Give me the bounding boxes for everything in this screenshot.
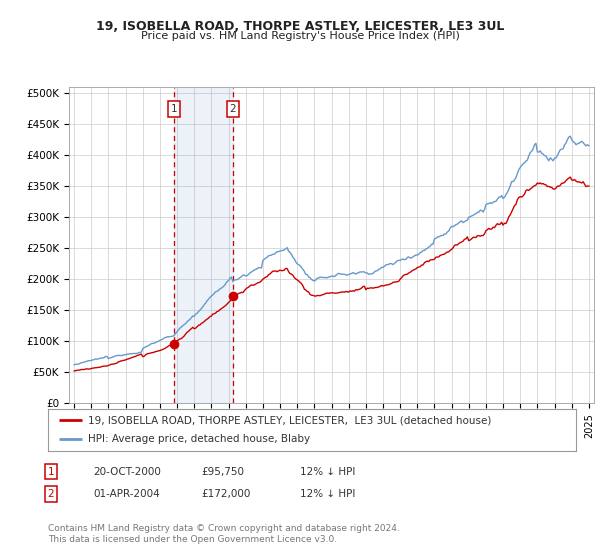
Text: 19, ISOBELLA ROAD, THORPE ASTLEY, LEICESTER, LE3 3UL: 19, ISOBELLA ROAD, THORPE ASTLEY, LEICES… xyxy=(96,20,504,32)
Text: 2: 2 xyxy=(47,489,55,499)
Text: 12% ↓ HPI: 12% ↓ HPI xyxy=(300,489,355,499)
Text: Price paid vs. HM Land Registry's House Price Index (HPI): Price paid vs. HM Land Registry's House … xyxy=(140,31,460,41)
Text: 1: 1 xyxy=(170,104,177,114)
Text: 12% ↓ HPI: 12% ↓ HPI xyxy=(300,466,355,477)
Text: Contains HM Land Registry data © Crown copyright and database right 2024.
This d: Contains HM Land Registry data © Crown c… xyxy=(48,524,400,544)
Text: 20-OCT-2000: 20-OCT-2000 xyxy=(93,466,161,477)
Text: 2: 2 xyxy=(230,104,236,114)
Text: 01-APR-2004: 01-APR-2004 xyxy=(93,489,160,499)
Text: HPI: Average price, detached house, Blaby: HPI: Average price, detached house, Blab… xyxy=(88,435,310,445)
Text: 19, ISOBELLA ROAD, THORPE ASTLEY, LEICESTER,  LE3 3UL (detached house): 19, ISOBELLA ROAD, THORPE ASTLEY, LEICES… xyxy=(88,415,491,425)
Bar xyxy=(173,87,233,403)
Text: £95,750: £95,750 xyxy=(201,466,244,477)
Text: 1: 1 xyxy=(47,466,55,477)
Text: £172,000: £172,000 xyxy=(201,489,250,499)
